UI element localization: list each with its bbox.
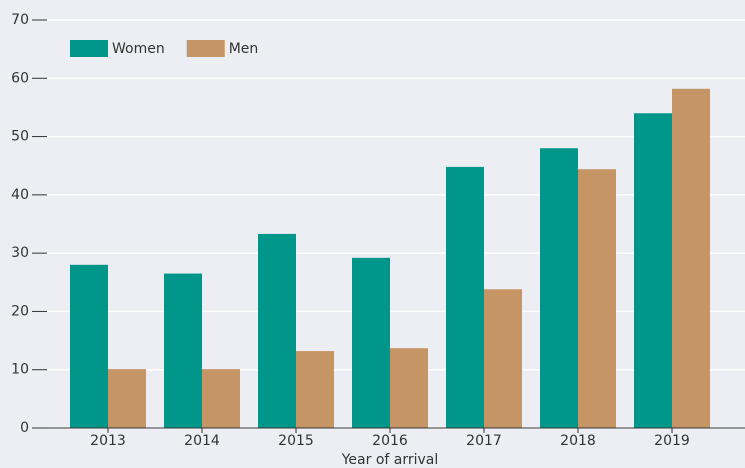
y-tick-label: 70 — [11, 12, 29, 28]
y-tick-label: 30 — [11, 245, 29, 261]
legend-swatch — [70, 40, 108, 57]
x-tick-label: 2017 — [466, 433, 502, 449]
x-axis-label: Year of arrival — [341, 452, 439, 468]
bar — [108, 369, 146, 428]
bar — [484, 289, 522, 428]
x-tick-label: 2015 — [278, 433, 314, 449]
bar — [540, 148, 578, 428]
bar — [390, 348, 428, 428]
y-tick-label: 20 — [11, 303, 29, 319]
bar — [578, 169, 616, 428]
legend-label: Men — [229, 41, 259, 57]
y-tick-label: 0 — [20, 420, 29, 436]
legend-swatch — [186, 40, 225, 57]
x-tick-label: 2016 — [372, 433, 408, 449]
bar — [672, 88, 710, 428]
y-tick-label: 10 — [11, 362, 29, 378]
bar — [352, 257, 390, 428]
bar — [164, 273, 202, 428]
bar — [202, 369, 240, 428]
x-tick-label: 2014 — [184, 433, 220, 449]
x-tick-label: 2019 — [654, 433, 690, 449]
x-tick-label: 2018 — [560, 433, 596, 449]
bar — [258, 233, 296, 428]
y-tick-label: 40 — [11, 187, 29, 203]
bar — [446, 166, 484, 428]
legend-label: Women — [112, 41, 165, 57]
bar — [296, 351, 334, 428]
bar — [634, 113, 672, 428]
x-tick-label: 2013 — [90, 433, 126, 449]
y-tick-label: 60 — [11, 70, 29, 86]
bar — [70, 264, 108, 428]
y-tick-label: 50 — [11, 129, 29, 145]
